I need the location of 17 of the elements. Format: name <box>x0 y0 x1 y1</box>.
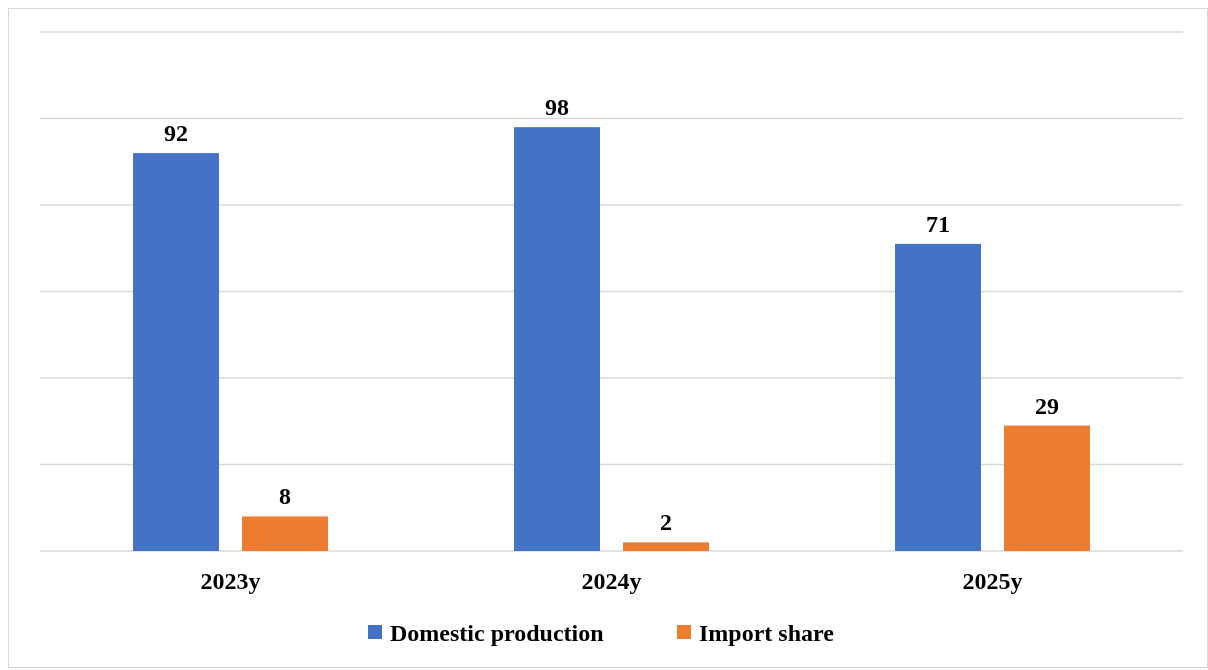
data-label: 98 <box>545 94 569 121</box>
bar <box>514 127 600 551</box>
x-tick-label: 2023y <box>200 568 261 594</box>
bar <box>1004 425 1090 551</box>
bar <box>895 243 981 551</box>
data-label: 8 <box>279 483 291 510</box>
legend-label: Import share <box>699 620 835 647</box>
bar <box>133 153 219 551</box>
data-label: 2 <box>660 509 672 536</box>
x-tick-label: 2025y <box>962 568 1023 594</box>
data-label: 92 <box>164 120 188 147</box>
bar <box>623 542 709 551</box>
bar <box>242 516 328 551</box>
data-label: 71 <box>926 210 950 237</box>
x-tick-label: 2024y <box>581 568 642 594</box>
data-label: 29 <box>1035 392 1059 419</box>
legend-label: Domestic production <box>390 620 604 647</box>
